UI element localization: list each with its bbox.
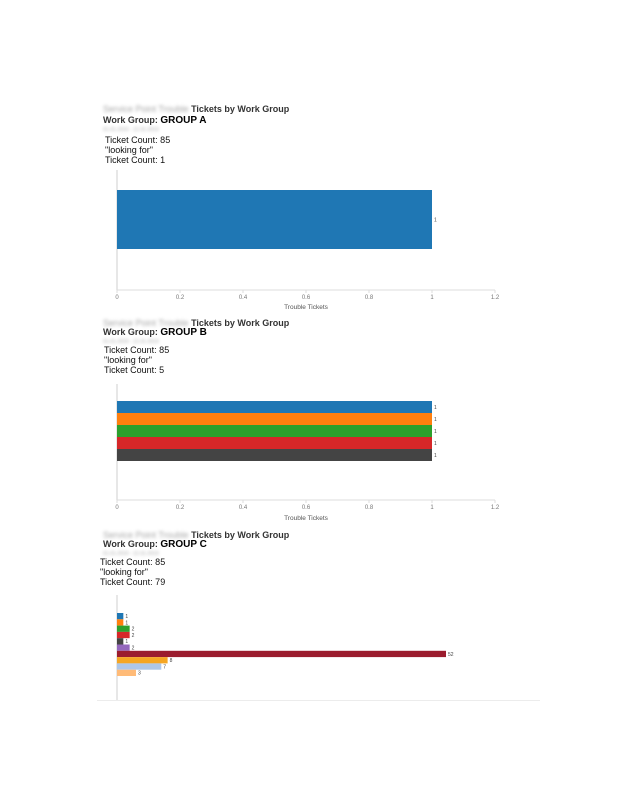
- x-tick-label: 1: [430, 505, 434, 511]
- bar: [117, 625, 130, 632]
- x-tick-label: 0.8: [365, 505, 374, 511]
- bar: [117, 650, 446, 658]
- report-title: Service Point Trouble Tickets by Work Gr…: [103, 530, 289, 540]
- work-group-label: Work Group:: [103, 115, 158, 125]
- work-group-name: GROUP A: [160, 115, 207, 126]
- bar: [117, 644, 130, 651]
- bar-data-label: 2: [132, 633, 135, 639]
- x-tick-label: 1.2: [491, 295, 500, 301]
- work-group-label: Work Group:: [103, 539, 158, 549]
- looking-for-text: "looking for": [104, 355, 152, 365]
- bar-data-label: 7: [163, 664, 166, 670]
- ticket-count-filtered: Ticket Count: 1: [105, 155, 166, 165]
- x-tick-label: 0: [115, 295, 119, 301]
- bar-data-label: 1: [434, 429, 437, 435]
- work-group-label: Work Group:: [103, 327, 158, 337]
- x-tick-label: 0: [115, 505, 119, 511]
- x-tick-label: 1: [430, 295, 434, 301]
- bar-data-label: 1: [434, 441, 437, 447]
- work-group-line: Work Group: GROUP B: [103, 327, 207, 338]
- bar-data-label: 3: [138, 671, 141, 677]
- x-tick-label: 0.6: [302, 505, 311, 511]
- blurred-title-prefix: Service Point Trouble: [103, 530, 189, 540]
- x-tick-label: 0.4: [239, 295, 248, 301]
- bar: [117, 631, 130, 639]
- bar: [117, 657, 168, 664]
- work-group-name: GROUP B: [160, 327, 207, 338]
- work-group-line: Work Group: GROUP C: [103, 539, 207, 550]
- work-group-name: GROUP C: [160, 539, 207, 550]
- work-group-line: Work Group: GROUP A: [103, 115, 206, 126]
- bar-data-label: 1: [434, 217, 437, 223]
- bar-data-label: 2: [132, 627, 135, 633]
- bar: [117, 437, 432, 449]
- x-tick-label: 0.6: [302, 295, 311, 301]
- blurred-date-range: 01-01-2019 - 12-31-2019: [103, 551, 159, 557]
- ticket-count-total: Ticket Count: 85: [105, 135, 171, 145]
- bar-data-label: 8: [170, 658, 173, 664]
- date-range: 01-01-2019 - 12-31-2019: [103, 551, 159, 557]
- bar: [117, 619, 124, 626]
- x-tick-label: 0.2: [176, 295, 185, 301]
- bar: [117, 449, 432, 461]
- x-tick-label: 0.2: [176, 505, 185, 511]
- bar-data-label: 52: [448, 652, 454, 658]
- report-title-text: Tickets by Work Group: [191, 530, 290, 540]
- date-range: 01-01-2019 - 12-31-2019: [103, 127, 159, 133]
- bar: [117, 613, 124, 620]
- looking-for-text: "looking for": [100, 567, 148, 577]
- bar: [117, 663, 162, 670]
- bar-data-label: 2: [132, 645, 135, 651]
- report-title: Service Point Trouble Tickets by Work Gr…: [103, 318, 289, 328]
- x-tick-label: 1.2: [491, 505, 500, 511]
- date-range: 01-01-2019 - 12-31-2019: [103, 339, 159, 345]
- blurred-date-range: 01-01-2019 - 12-31-2019: [103, 127, 159, 133]
- bar: [117, 413, 432, 425]
- bar-data-label: 1: [434, 417, 437, 423]
- blurred-title-prefix: Service Point Trouble: [103, 104, 189, 114]
- report-title-text: Tickets by Work Group: [191, 104, 290, 114]
- bar: [117, 425, 432, 437]
- x-tick-label: 0.8: [365, 295, 374, 301]
- bar-data-label: 1: [434, 405, 437, 411]
- x-tick-label: 0.4: [239, 505, 248, 511]
- bar-data-label: 1: [434, 453, 437, 459]
- looking-for-text: "looking for": [105, 145, 153, 155]
- bar: [117, 638, 124, 645]
- bar-data-label: 1: [125, 614, 128, 620]
- bar: [117, 190, 432, 249]
- x-axis-title: Trouble Tickets: [284, 515, 329, 522]
- bar: [117, 401, 432, 413]
- report-title: Service Point Trouble Tickets by Work Gr…: [103, 104, 289, 114]
- ticket-count-total: Ticket Count: 85: [104, 345, 170, 355]
- blurred-title-prefix: Service Point Trouble: [103, 318, 189, 328]
- report-title-text: Tickets by Work Group: [191, 318, 290, 328]
- ticket-count-filtered: Ticket Count: 79: [100, 577, 166, 587]
- bar-data-label: 1: [125, 620, 128, 626]
- ticket-count-total: Ticket Count: 85: [100, 557, 166, 567]
- x-axis-title: Trouble Tickets: [284, 304, 329, 311]
- bar: [117, 669, 136, 676]
- bottom-divider: [97, 700, 540, 701]
- blurred-date-range: 01-01-2019 - 12-31-2019: [103, 339, 159, 345]
- ticket-count-filtered: Ticket Count: 5: [104, 365, 165, 375]
- bar-data-label: 1: [125, 639, 128, 645]
